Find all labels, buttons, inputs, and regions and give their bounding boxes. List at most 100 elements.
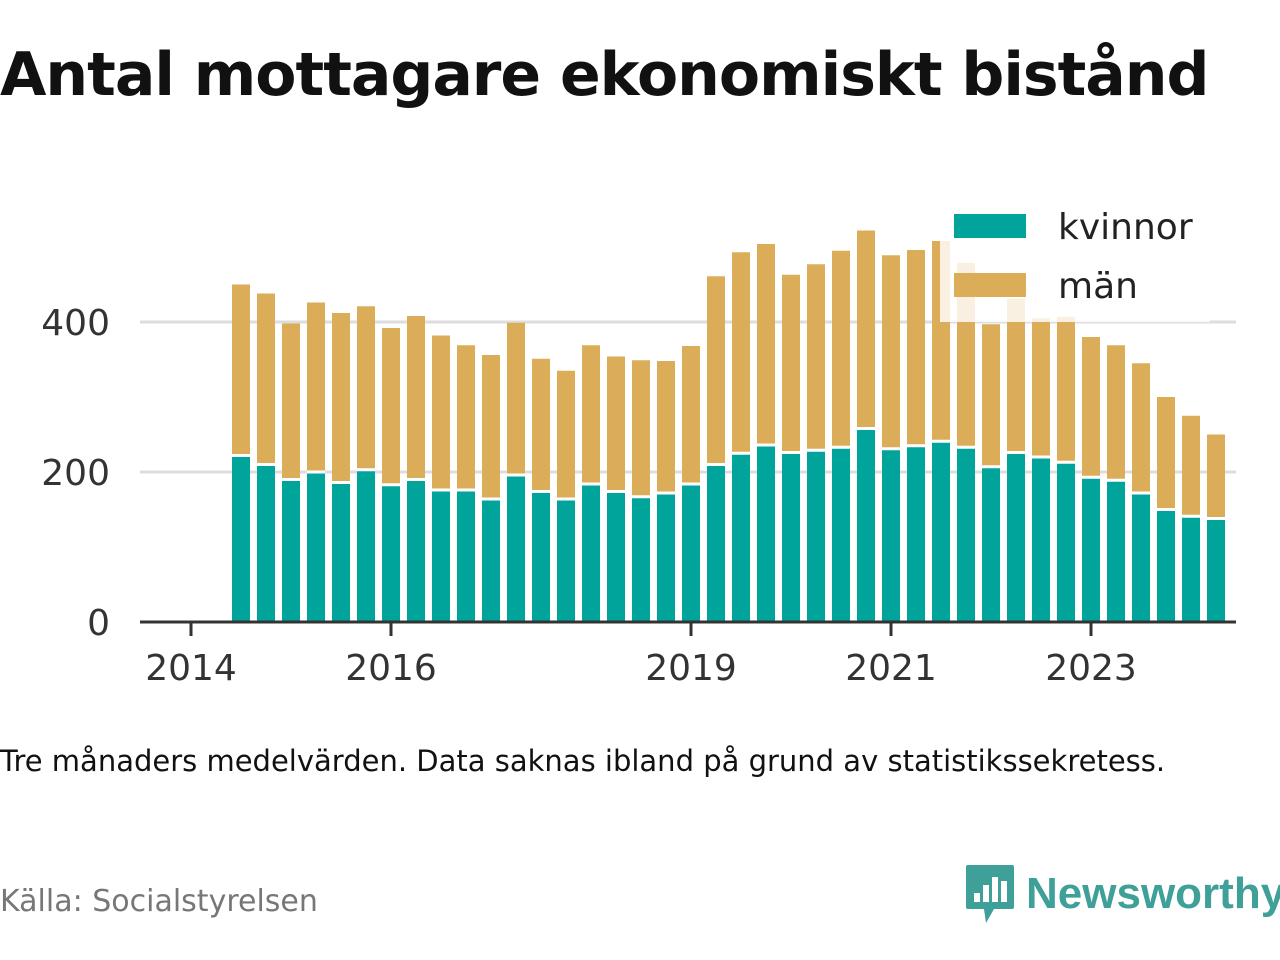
bar-man (657, 361, 675, 493)
bar-man (757, 244, 775, 445)
bar-man (432, 335, 450, 490)
legend: kvinnor män (940, 196, 1210, 322)
bar-kvinnor (1032, 457, 1050, 622)
bar-man (682, 346, 700, 484)
bar-kvinnor (1057, 462, 1075, 622)
bar-man (307, 302, 325, 472)
bar-man (457, 345, 475, 490)
bar-man (1157, 397, 1175, 510)
x-tick-label: 2023 (1045, 648, 1137, 689)
bar-kvinnor (507, 475, 525, 622)
bar-man (407, 316, 425, 480)
bar-man (857, 230, 875, 429)
legend-label: kvinnor (1058, 207, 1193, 248)
bar-kvinnor (357, 469, 375, 622)
bar-kvinnor (857, 428, 875, 622)
x-tick-label: 2019 (645, 648, 737, 689)
axes: 0 200 400 2014 2016 2019 2021 2023 (41, 303, 1236, 689)
bar-man (1207, 434, 1225, 519)
chart-note: Tre månaders medelvärden. Data saknas ib… (0, 744, 1166, 778)
bar-man (257, 293, 275, 465)
x-tick-label: 2016 (345, 648, 437, 689)
bar-kvinnor (982, 466, 1000, 622)
bar-man (782, 274, 800, 453)
bar-kvinnor (1082, 477, 1100, 622)
bar-man (632, 360, 650, 497)
bar-man (982, 324, 1000, 467)
chart-title: Antal mottagare ekonomiskt bistånd (0, 40, 1209, 110)
bar-man (1057, 316, 1075, 463)
bar-kvinnor (807, 450, 825, 622)
bar-kvinnor (607, 491, 625, 622)
x-tick-label: 2014 (145, 648, 237, 689)
bar-man (482, 355, 500, 499)
bar-kvinnor (632, 496, 650, 622)
bar-kvinnor (257, 464, 275, 622)
bar-man (357, 306, 375, 470)
brand-logo[interactable]: Newsworthy (964, 862, 1280, 926)
bar-man (582, 345, 600, 484)
bar-kvinnor (882, 448, 900, 622)
bar-man (1182, 415, 1200, 517)
source-label: Källa: Socialstyrelsen (0, 884, 318, 919)
bar-man (557, 370, 575, 499)
bar-kvinnor (1007, 452, 1025, 622)
bar-kvinnor (307, 472, 325, 622)
bar-kvinnor (557, 499, 575, 622)
bar-kvinnor (1157, 509, 1175, 622)
bar-kvinnor (732, 453, 750, 622)
bar-kvinnor (657, 493, 675, 622)
bar-kvinnor (1107, 480, 1125, 622)
legend-swatch (954, 214, 1026, 238)
bar-kvinnor (1132, 493, 1150, 622)
bar-kvinnor (332, 482, 350, 622)
bar-man (1082, 337, 1100, 478)
bar-kvinnor (682, 484, 700, 622)
bar-kvinnor (907, 445, 925, 622)
bar-kvinnor (432, 490, 450, 622)
bar-man (832, 250, 850, 448)
bar-man (607, 356, 625, 492)
bar-kvinnor (482, 499, 500, 622)
bar-man (282, 323, 300, 480)
bar-man (507, 322, 525, 475)
bar-kvinnor (932, 441, 950, 622)
x-tick-label: 2021 (845, 648, 937, 689)
y-tick-label: 200 (41, 453, 110, 494)
bar-kvinnor (407, 479, 425, 622)
bar-man (532, 358, 550, 492)
bar-kvinnor (457, 490, 475, 622)
newsworthy-logo-icon (966, 865, 1014, 923)
bar-kvinnor (757, 445, 775, 622)
bar-man (1007, 298, 1025, 453)
bars (232, 230, 1225, 622)
bar-man (907, 250, 925, 446)
y-tick-label: 0 (87, 603, 110, 644)
bar-man (732, 252, 750, 454)
stacked-bar-chart: 0 200 400 2014 2016 2019 2021 2023 kvinnor män (41, 196, 1236, 689)
bar-man (382, 328, 400, 485)
bar-kvinnor (707, 464, 725, 622)
bar-man (232, 284, 250, 456)
bar-kvinnor (782, 452, 800, 622)
bar-kvinnor (382, 484, 400, 622)
bar-kvinnor (1182, 516, 1200, 622)
bar-kvinnor (232, 455, 250, 622)
bar-kvinnor (282, 479, 300, 622)
brand-name: Newsworthy (1026, 869, 1280, 918)
bar-kvinnor (957, 447, 975, 622)
bar-man (1032, 318, 1050, 457)
bar-man (807, 264, 825, 451)
bar-kvinnor (832, 447, 850, 622)
bar-kvinnor (582, 484, 600, 622)
bar-man (332, 313, 350, 483)
bar-man (1107, 345, 1125, 481)
bar-kvinnor (532, 491, 550, 622)
legend-label: män (1058, 266, 1138, 307)
bar-man (707, 276, 725, 465)
bar-man (882, 255, 900, 449)
bar-man (1132, 363, 1150, 493)
bar-kvinnor (1207, 518, 1225, 622)
y-tick-label: 400 (41, 303, 110, 344)
legend-swatch (954, 273, 1026, 297)
